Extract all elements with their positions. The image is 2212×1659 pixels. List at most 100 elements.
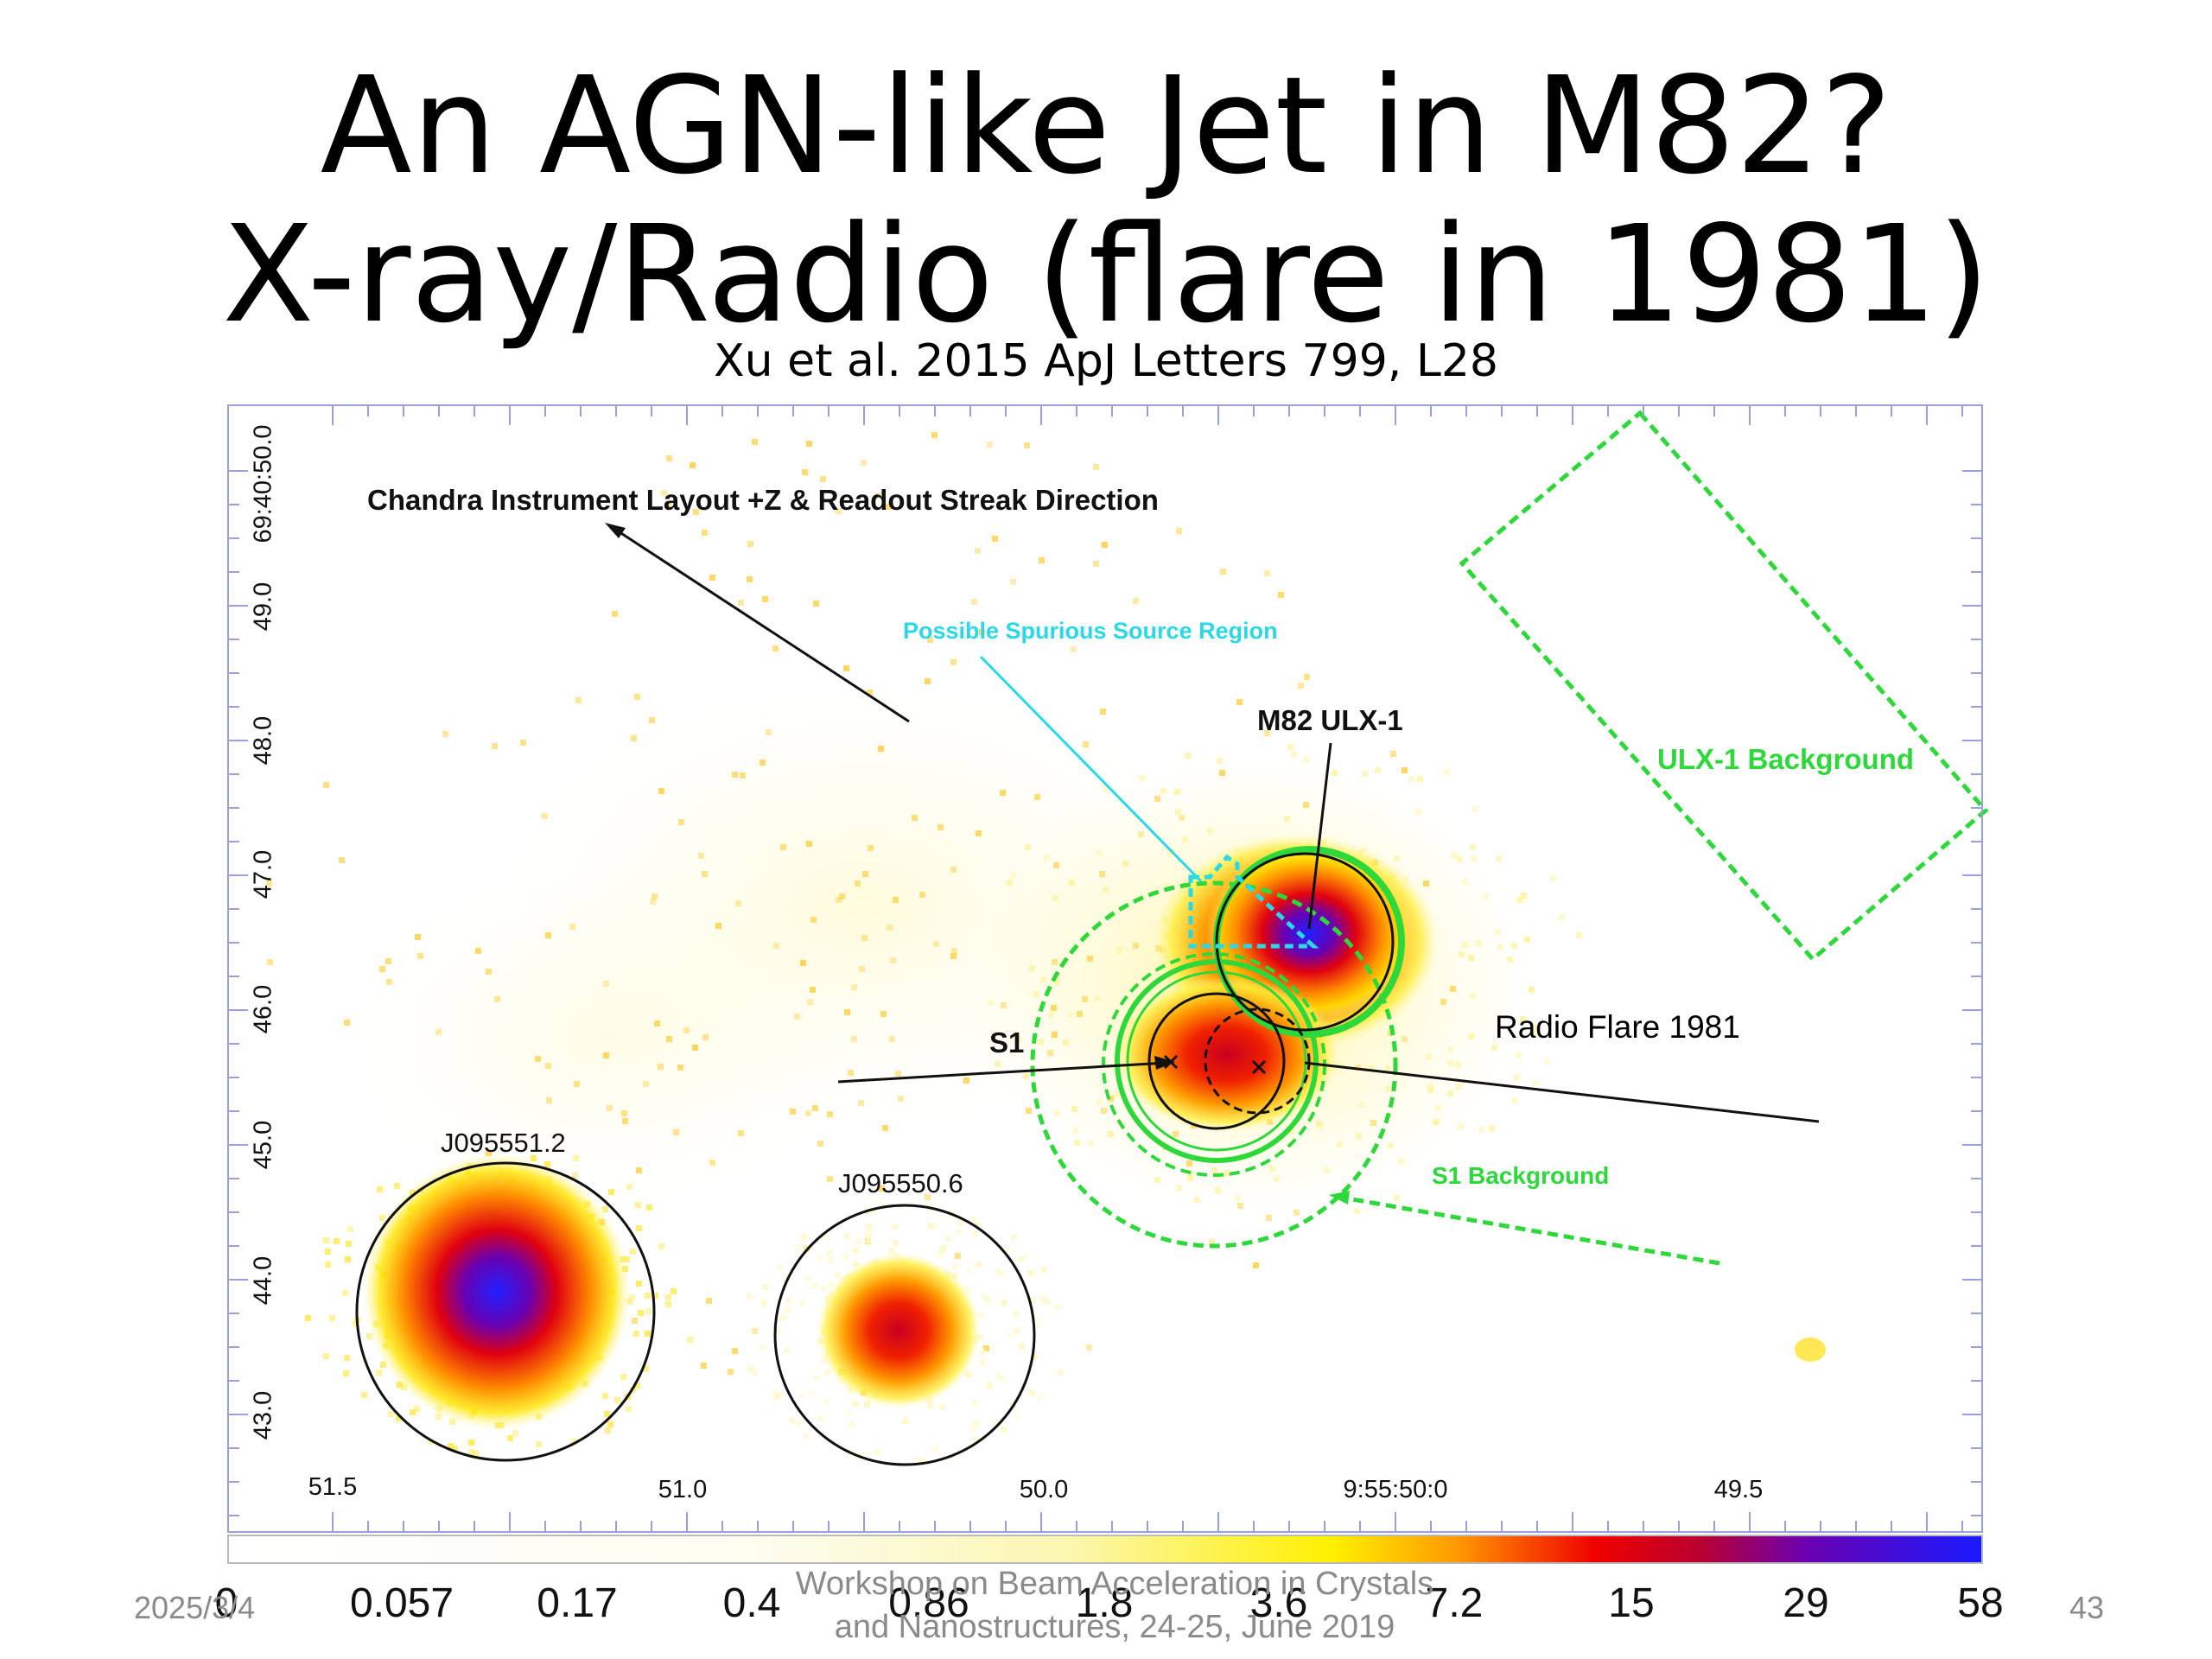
- y-tick-label: 43.0: [249, 1390, 277, 1440]
- count-pixel: [853, 1247, 859, 1253]
- count-pixel: [1160, 788, 1166, 794]
- count-pixel: [933, 941, 939, 947]
- count-pixel: [1375, 767, 1381, 773]
- count-pixel: [1318, 1122, 1324, 1128]
- count-pixel: [629, 1294, 635, 1300]
- count-pixel: [658, 1243, 664, 1249]
- count-pixel: [448, 1444, 454, 1450]
- count-pixel: [325, 1249, 331, 1255]
- count-pixel: [379, 966, 385, 972]
- count-pixel: [855, 880, 861, 887]
- count-pixel: [1215, 1187, 1221, 1193]
- count-pixel: [1174, 789, 1180, 795]
- count-pixel: [652, 1293, 658, 1299]
- count-pixel: [1068, 1012, 1074, 1018]
- count-pixel: [1047, 1050, 1053, 1056]
- count-pixel: [1264, 570, 1270, 576]
- count-pixel: [545, 932, 551, 938]
- count-pixel: [760, 760, 766, 766]
- count-pixel: [823, 1399, 830, 1405]
- count-pixel: [1291, 751, 1297, 757]
- count-pixel: [1052, 959, 1058, 965]
- count-pixel: [1524, 937, 1530, 943]
- colorbar-tick-label: 7.2: [1425, 1580, 1484, 1626]
- count-pixel: [630, 1249, 636, 1255]
- count-pixel: [1354, 1208, 1360, 1214]
- count-pixel: [912, 815, 918, 821]
- count-pixel: [1016, 1037, 1022, 1043]
- count-pixel: [1266, 1215, 1272, 1221]
- count-pixel: [633, 1331, 639, 1337]
- ulx1-black-circle: [1215, 852, 1395, 1032]
- count-pixel: [305, 1315, 311, 1321]
- count-pixel: [780, 844, 786, 850]
- count-pixel: [862, 871, 868, 877]
- count-pixel: [572, 1173, 578, 1179]
- count-pixel: [1236, 699, 1243, 705]
- count-pixel: [1532, 1026, 1538, 1032]
- count-pixel: [821, 1233, 827, 1239]
- count-pixel: [622, 1118, 628, 1124]
- count-pixel: [1294, 1210, 1300, 1216]
- count-pixel: [715, 923, 721, 929]
- count-pixel: [1082, 996, 1088, 1002]
- count-pixel: [796, 1420, 802, 1426]
- count-pixel: [1456, 1084, 1462, 1090]
- count-pixel: [1516, 897, 1522, 903]
- count-pixel: [804, 1275, 810, 1281]
- count-pixel: [836, 508, 842, 514]
- count-pixel: [1017, 1256, 1023, 1262]
- count-pixel: [785, 1307, 791, 1313]
- count-pixel: [866, 1236, 872, 1243]
- colorbar-tick-label: 15: [1608, 1580, 1655, 1626]
- count-pixel: [844, 1233, 850, 1239]
- count-pixel: [810, 987, 816, 993]
- count-pixel: [473, 1451, 479, 1457]
- count-pixel: [1521, 893, 1527, 899]
- count-pixel: [1108, 1096, 1114, 1102]
- count-pixel: [1030, 1298, 1036, 1304]
- count-pixel: [342, 1290, 348, 1296]
- count-pixel: [1188, 1170, 1194, 1176]
- count-pixel: [875, 493, 881, 499]
- count-pixel: [1471, 855, 1477, 861]
- count-pixel: [985, 1297, 991, 1303]
- count-pixel: [1058, 1370, 1064, 1376]
- s1-background-label: S1 Background: [1432, 1162, 1610, 1189]
- x-tick-label: 9:55:50:0: [1343, 1476, 1448, 1503]
- count-pixel: [800, 960, 806, 966]
- count-pixel: [827, 1111, 833, 1117]
- count-pixel: [1447, 1046, 1453, 1052]
- count-pixel: [1083, 741, 1089, 747]
- count-pixel: [1096, 850, 1102, 856]
- readout-direction-arrow: [611, 525, 910, 723]
- s1-pointer-line: [837, 1061, 1167, 1084]
- count-pixel: [678, 819, 684, 825]
- count-pixel: [963, 1077, 969, 1084]
- count-pixel: [1324, 1167, 1330, 1173]
- count-pixel: [1133, 943, 1139, 949]
- count-pixel: [652, 893, 658, 899]
- count-pixel: [614, 1397, 620, 1403]
- count-pixel: [1529, 987, 1535, 993]
- count-pixel: [634, 694, 640, 700]
- count-pixel: [1362, 771, 1368, 777]
- count-pixel: [740, 772, 746, 779]
- count-pixel: [1138, 831, 1144, 837]
- count-pixel: [784, 1347, 790, 1353]
- count-pixel: [817, 1256, 823, 1262]
- count-pixel: [995, 1061, 1001, 1067]
- count-pixel: [1019, 1343, 1025, 1349]
- colorbar-tick-label: 0.17: [537, 1580, 618, 1626]
- count-pixel: [938, 1250, 944, 1256]
- count-pixel: [1394, 1195, 1400, 1201]
- count-pixel: [468, 1449, 474, 1455]
- count-pixel: [919, 892, 925, 898]
- count-pixel: [1220, 569, 1226, 575]
- y-tick-label: 46.0: [249, 984, 277, 1034]
- count-pixel: [882, 1125, 888, 1131]
- count-pixel: [1072, 1128, 1078, 1134]
- count-pixel: [344, 1020, 350, 1026]
- y-tick-label: 48.0: [249, 715, 277, 766]
- count-pixel: [790, 1109, 796, 1115]
